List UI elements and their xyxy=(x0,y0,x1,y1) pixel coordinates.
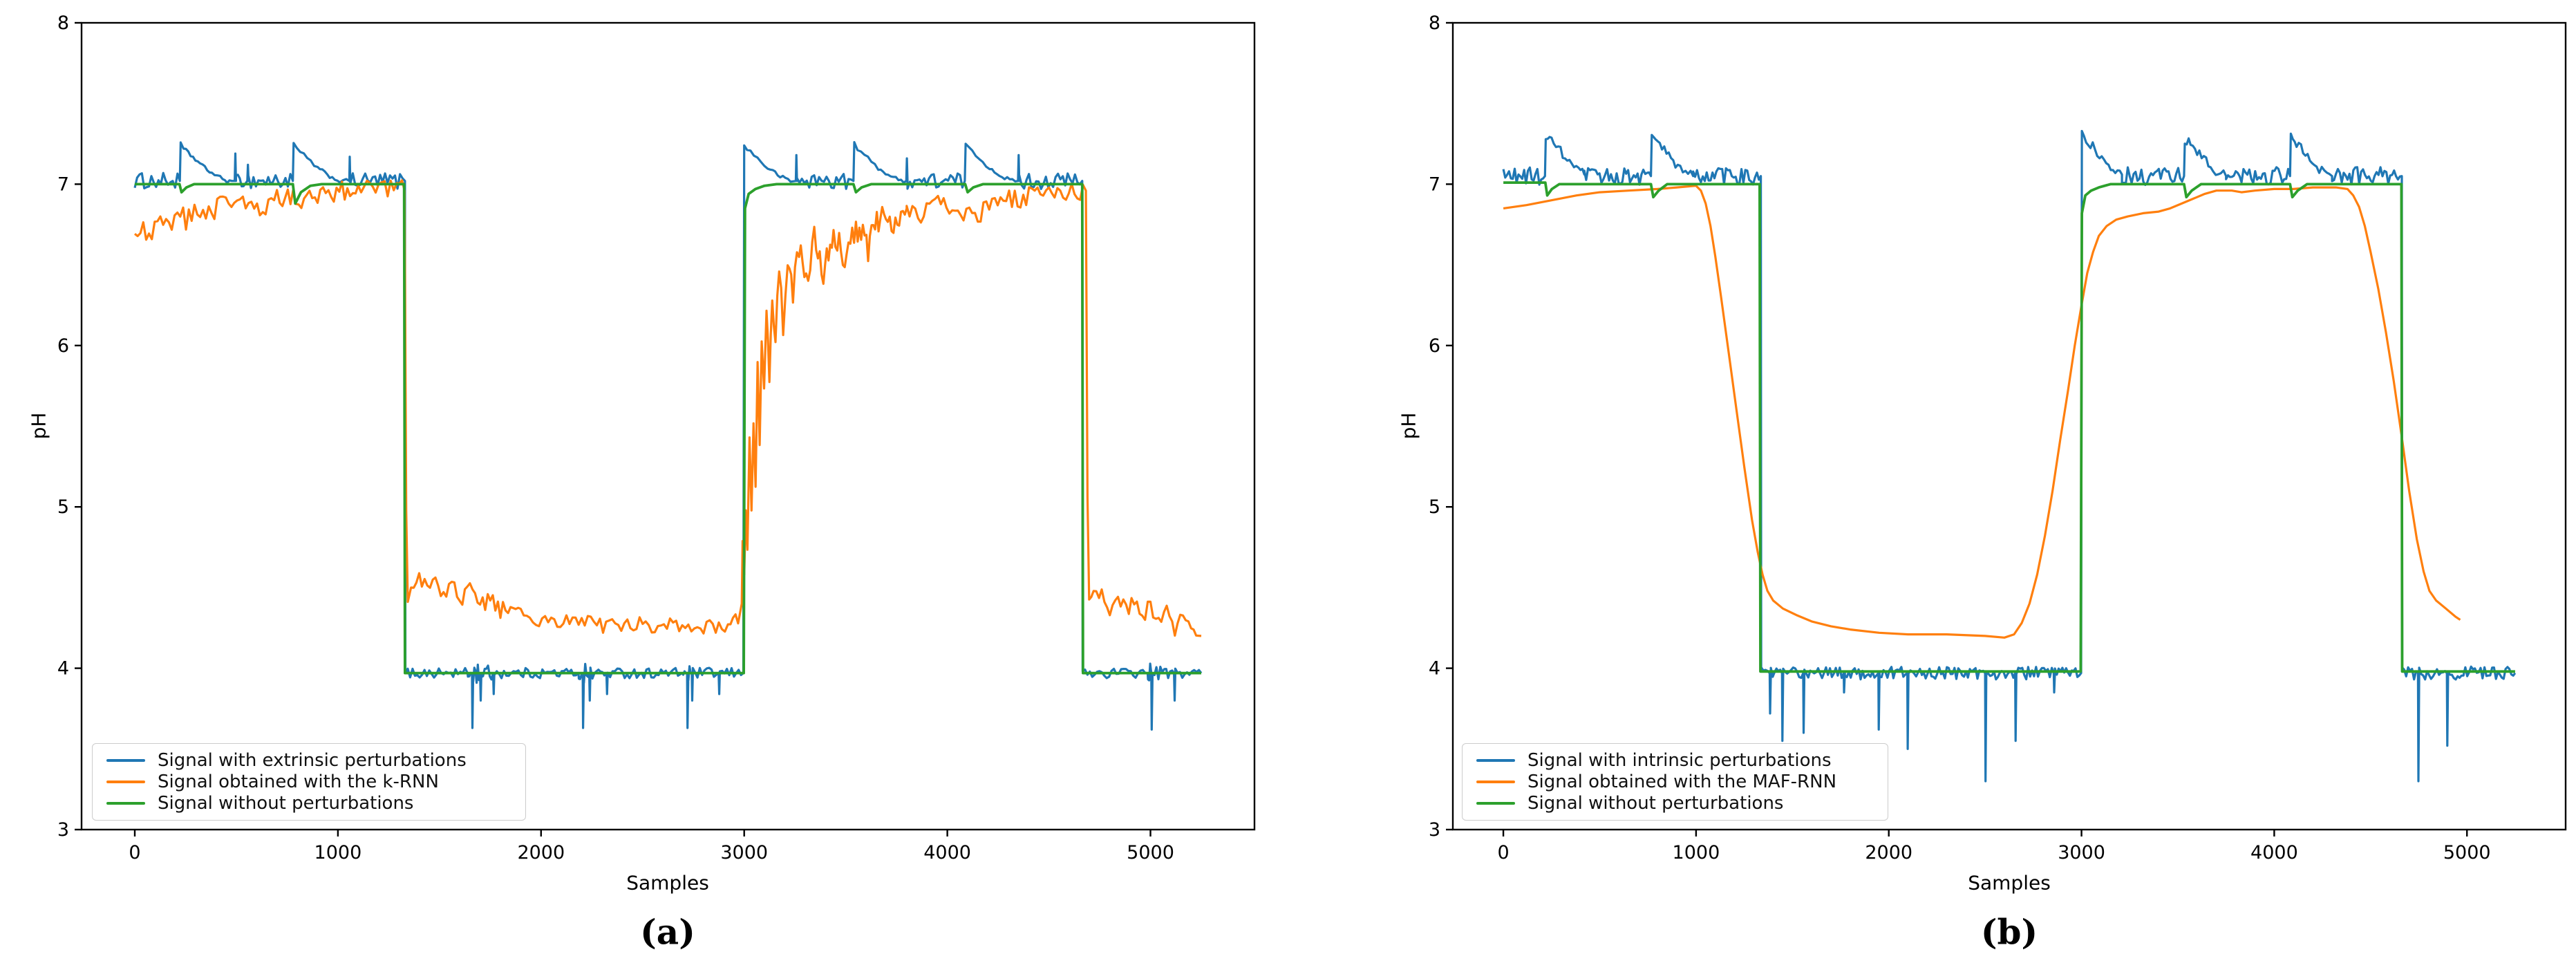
svg-text:4: 4 xyxy=(57,658,69,680)
x-axis-label-b: Samples xyxy=(1968,871,2051,895)
legend-b: Signal with intrinsic perturbations Sign… xyxy=(1462,743,1888,821)
svg-text:2000: 2000 xyxy=(1865,842,1912,863)
legend-label: Signal obtained with the k-RNN xyxy=(158,771,439,792)
svg-text:5: 5 xyxy=(57,496,69,518)
line-swatch-green xyxy=(106,802,145,805)
caption-a: (a) xyxy=(640,911,695,953)
svg-text:5000: 5000 xyxy=(1127,842,1174,863)
legend-label: Signal with intrinsic perturbations xyxy=(1527,749,1832,771)
legend-item: Signal obtained with the k-RNN xyxy=(101,771,517,792)
svg-text:7: 7 xyxy=(1429,174,1440,195)
svg-text:3: 3 xyxy=(1429,819,1440,841)
line-swatch-blue xyxy=(1476,758,1515,762)
svg-text:8: 8 xyxy=(57,12,69,34)
svg-text:6: 6 xyxy=(1429,335,1440,357)
svg-text:1000: 1000 xyxy=(314,842,362,863)
svg-text:3000: 3000 xyxy=(720,842,768,863)
legend-label: Signal with extrinsic perturbations xyxy=(158,749,467,771)
svg-text:2000: 2000 xyxy=(517,842,565,863)
svg-text:1000: 1000 xyxy=(1673,842,1720,863)
svg-text:0: 0 xyxy=(1497,842,1509,863)
legend-item: Signal obtained with the MAF-RNN xyxy=(1471,771,1879,792)
svg-text:5: 5 xyxy=(1429,496,1440,518)
svg-text:6: 6 xyxy=(57,335,69,357)
svg-text:4000: 4000 xyxy=(2250,842,2298,863)
legend-item: Signal with extrinsic perturbations xyxy=(101,749,517,771)
legend-label: Signal obtained with the MAF-RNN xyxy=(1527,771,1837,792)
svg-text:5000: 5000 xyxy=(2443,842,2491,863)
svg-text:0: 0 xyxy=(129,842,140,863)
legend-item: Signal without perturbations xyxy=(1471,793,1879,814)
svg-text:4: 4 xyxy=(1429,658,1440,680)
y-axis-label-b: pH xyxy=(1397,412,1420,440)
svg-text:8: 8 xyxy=(1429,12,1440,34)
svg-text:3000: 3000 xyxy=(2058,842,2105,863)
line-swatch-green xyxy=(1476,802,1515,805)
line-swatch-orange xyxy=(106,780,145,783)
legend-label: Signal without perturbations xyxy=(1527,793,1784,814)
y-axis-label-a: pH xyxy=(27,412,50,440)
legend-a: Signal with extrinsic perturbations Sign… xyxy=(92,743,526,821)
line-swatch-blue xyxy=(106,758,145,762)
svg-text:4000: 4000 xyxy=(923,842,971,863)
svg-text:7: 7 xyxy=(57,174,69,195)
caption-b: (b) xyxy=(1980,911,2038,953)
legend-item: Signal with intrinsic perturbations xyxy=(1471,749,1879,771)
x-axis-label-a: Samples xyxy=(626,871,709,895)
legend-item: Signal without perturbations xyxy=(101,793,517,814)
line-swatch-orange xyxy=(1476,780,1515,783)
svg-text:3: 3 xyxy=(57,819,69,841)
legend-label: Signal without perturbations xyxy=(158,793,414,814)
